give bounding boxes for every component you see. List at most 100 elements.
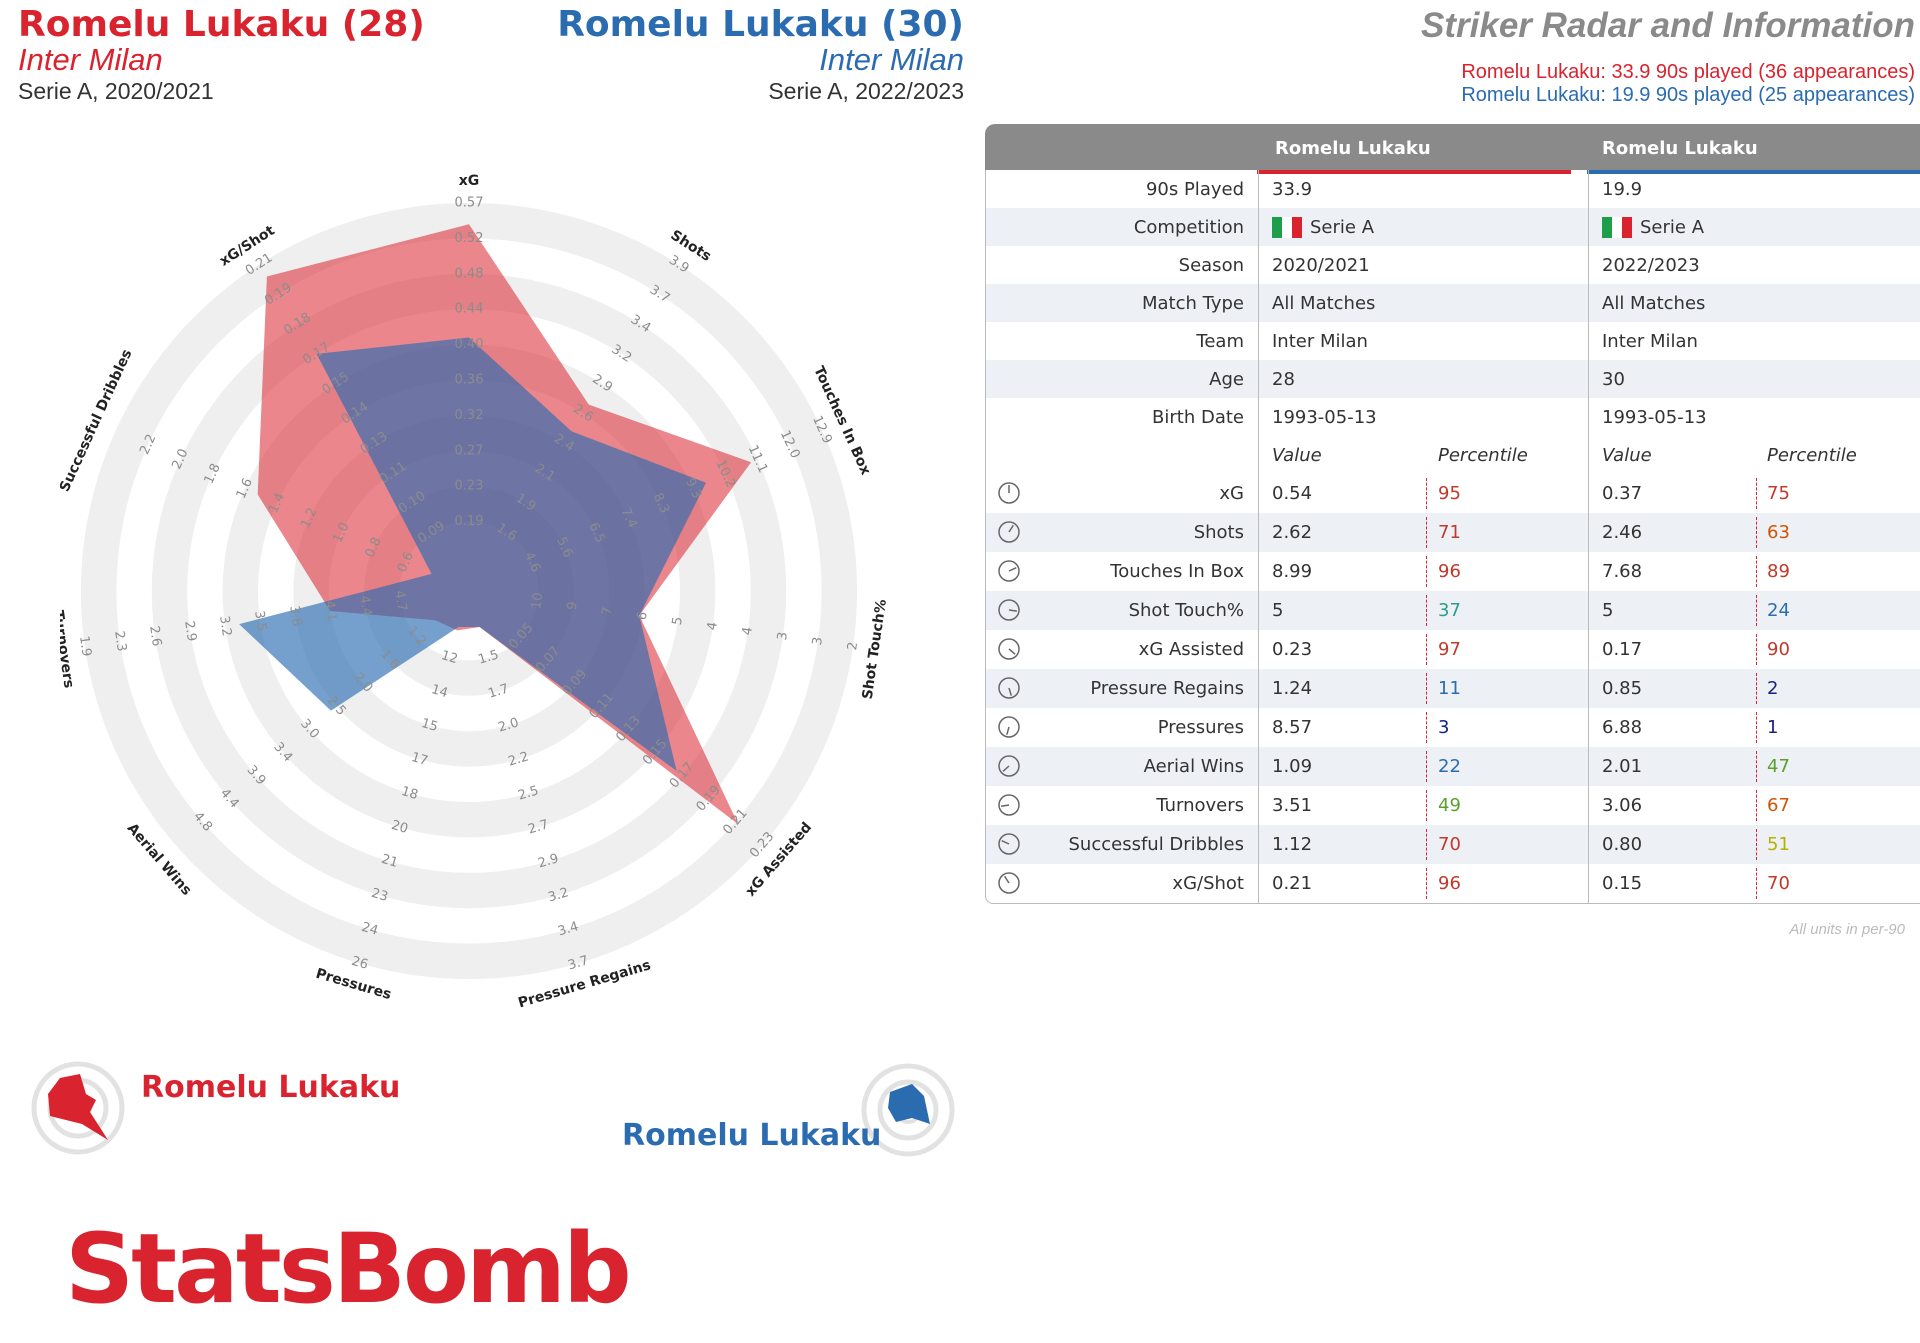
stat-percentile-1: 3 [1438, 717, 1450, 738]
radar-tick-label: 0.23 [455, 479, 484, 494]
stat-percentile-2: 89 [1767, 561, 1790, 582]
stat-gauge-icon [998, 716, 1020, 738]
info-row-value-1: Inter Milan [1272, 330, 1368, 352]
info-line-2: Romelu Lukaku: 19.9 90s played (25 appea… [1461, 84, 1915, 106]
info-row: Age 28 30 [986, 360, 1920, 398]
stat-percentile-1: 49 [1438, 795, 1461, 816]
radar-tick-label: 3 [810, 636, 826, 646]
table-header-player1: Romelu Lukaku [1275, 138, 1431, 159]
chart-title: Striker Radar and Information [1421, 6, 1915, 45]
stat-value-2: 2.46 [1602, 522, 1643, 543]
player2-underline [1587, 170, 1920, 174]
radar-tick-label: 18 [400, 784, 420, 803]
radar-tick-label: 6 [635, 611, 651, 621]
stat-row-label: Shot Touch% [1128, 600, 1244, 621]
stat-row: xG 0.54 95 0.37 75 [986, 474, 1920, 513]
stat-value-1: 1.09 [1272, 756, 1313, 777]
stat-percentile-1: 11 [1438, 678, 1461, 699]
value-header-2: Value [1602, 444, 1652, 466]
info-row-value-2: 30 [1602, 368, 1625, 390]
stat-row-label: Aerial Wins [1143, 756, 1244, 777]
stat-row-label: xG/Shot [1172, 873, 1244, 894]
info-row-label: Team [1196, 330, 1244, 352]
stat-row-label: xG Assisted [1138, 639, 1244, 660]
table-body: 90s Played 33.9 19.9 Competition Serie A Seri… [985, 170, 1920, 904]
stat-value-1: 2.62 [1272, 522, 1313, 543]
stat-percentile-2: 70 [1767, 873, 1790, 894]
player1-competition-season: Serie A, 2020/2021 [18, 78, 214, 104]
stat-row-label: xG [1219, 483, 1244, 504]
radar-tick-label: 2.7 [526, 817, 550, 837]
info-row-value-2: 19.9 [1602, 178, 1643, 200]
radar-tick-label: 17 [409, 750, 429, 769]
radar-tick-label: 3.4 [556, 919, 580, 939]
radar-tick-label: 14 [429, 682, 449, 701]
stat-percentile-1: 71 [1438, 522, 1461, 543]
legend-red-name: Romelu Lukaku [141, 1070, 401, 1105]
radar-tick-label: 0.19 [455, 514, 484, 529]
radar-tick-label: 2.5 [516, 783, 540, 803]
statsbomb-logo: StatsBomb [65, 1213, 632, 1325]
table-header-player2: Romelu Lukaku [1602, 138, 1758, 159]
stat-value-1: 8.57 [1272, 717, 1313, 738]
radar-tick-label: 23 [370, 886, 390, 905]
stat-value-2: 0.15 [1602, 873, 1643, 894]
stat-value-2: 5 [1602, 600, 1614, 621]
radar-tick-label: 0.40 [455, 337, 484, 352]
stat-value-1: 8.99 [1272, 561, 1313, 582]
radar-tick-label: 5 [670, 616, 686, 626]
stat-value-1: 0.21 [1272, 873, 1313, 894]
stat-value-2: 0.80 [1602, 834, 1643, 855]
info-row: Competition Serie A Serie A [986, 208, 1920, 246]
info-row: Team Inter Milan Inter Milan [986, 322, 1920, 360]
column-divider-2 [1588, 170, 1589, 903]
info-row-label: Match Type [1142, 292, 1244, 314]
stat-row-label: Successful Dribbles [1068, 834, 1245, 855]
stat-value-1: 0.23 [1272, 639, 1313, 660]
player1-underline [1257, 170, 1571, 174]
stat-row: Shots 2.62 71 2.46 63 [986, 513, 1920, 552]
legend-blue-icon [861, 1063, 955, 1157]
stat-row: xG/Shot 0.21 96 0.15 70 [986, 864, 1920, 903]
legend-red-icon [31, 1061, 125, 1155]
radar-tick-label: 4.1 [321, 600, 339, 623]
stat-percentile-2: 67 [1767, 795, 1790, 816]
info-row-value-2: Serie A [1602, 208, 1704, 246]
stat-row: Pressure Regains 1.24 11 0.85 2 [986, 669, 1920, 708]
radar-axis-label: Pressures [314, 966, 393, 1003]
stat-value-2: 6.88 [1602, 717, 1643, 738]
player2-name: Romelu Lukaku (30) [557, 4, 964, 45]
stat-row-label: Touches In Box [1110, 561, 1244, 582]
radar-tick-label: 1.7 [486, 681, 510, 701]
radar-tick-label: 1.5 [477, 647, 501, 667]
radar-tick-label: 3.8 [286, 605, 304, 628]
info-row-value-1: 33.9 [1272, 178, 1313, 200]
radar-tick-label: 4 [740, 626, 756, 636]
player1-name: Romelu Lukaku (28) [18, 4, 425, 45]
stat-percentile-1: 37 [1438, 600, 1461, 621]
info-row-value-1: 2020/2021 [1272, 254, 1370, 276]
stat-value-2: 0.37 [1602, 483, 1643, 504]
player2-competition-season: Serie A, 2022/2023 [768, 78, 964, 104]
stat-row: Shot Touch% 5 37 5 24 [986, 591, 1920, 630]
stat-value-1: 1.24 [1272, 678, 1313, 699]
radar-tick-label: 0.57 [455, 196, 484, 211]
info-table: Romelu Lukaku Romelu Lukaku 90s Played 33… [985, 124, 1920, 904]
radar-tick-label: 15 [419, 716, 439, 735]
info-row-label: 90s Played [1145, 178, 1244, 200]
stat-percentile-1: 95 [1438, 483, 1461, 504]
stat-value-1: 1.12 [1272, 834, 1313, 855]
stat-gauge-icon [998, 482, 1020, 504]
player2-team: Inter Milan [819, 42, 964, 77]
stat-gauge-icon [998, 521, 1020, 543]
radar-tick-label: 7 [600, 606, 616, 616]
units-note: All units in per-90 [1789, 921, 1905, 938]
percentile-header-1: Percentile [1438, 444, 1528, 466]
radar-tick-label: 3.5 [251, 610, 269, 633]
stat-value-2: 2.01 [1602, 756, 1643, 777]
value-header-1: Value [1272, 444, 1322, 466]
stat-percentile-2: 51 [1767, 834, 1790, 855]
stat-percentile-1: 96 [1438, 873, 1461, 894]
stat-gauge-icon [998, 677, 1020, 699]
stat-gauge-icon [998, 794, 1020, 816]
